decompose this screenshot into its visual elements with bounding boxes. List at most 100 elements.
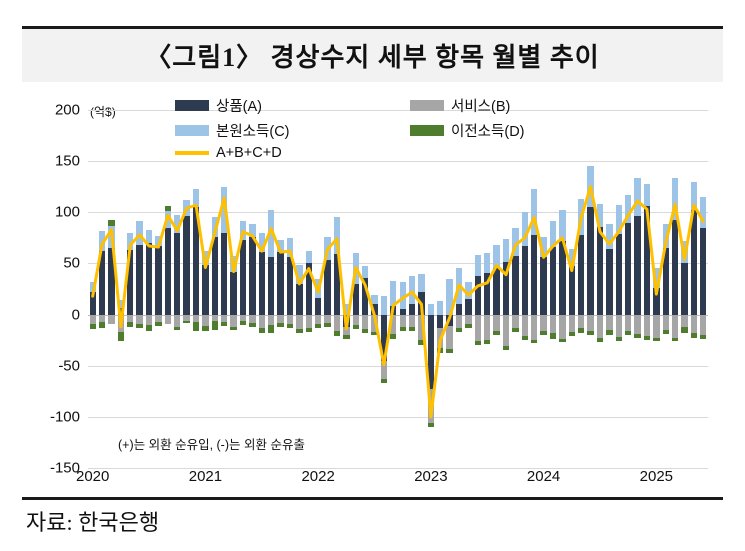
bar-segment-goods (484, 272, 491, 315)
x-axis-tick-label: 2022 (301, 468, 335, 485)
bar-segment-goods (399, 309, 406, 315)
y-axis-tick-label: 200 (54, 101, 80, 119)
bar-segment-services (164, 314, 172, 324)
bar-group (521, 79, 528, 489)
bar-segment-goods (577, 234, 585, 315)
bar-segment-primary-income (596, 204, 604, 227)
x-axis-tick-label: 2024 (526, 468, 561, 485)
bar-segment-primary-income (549, 221, 557, 248)
bar-segment-secondary-income (465, 323, 472, 328)
bar-segment-goods (230, 271, 237, 315)
bar-segment-services (145, 314, 153, 325)
bar-segment-goods (437, 314, 444, 328)
bar-segment-secondary-income (324, 322, 331, 327)
x-axis-labels: 2020 2021 2022 2023 2024 2025 (76, 468, 708, 496)
bar-segment-goods (127, 250, 134, 315)
bar-segment-primary-income (361, 266, 369, 278)
bar-segment-goods (568, 266, 575, 315)
bar-group (671, 79, 679, 489)
bar-segment-secondary-income (380, 379, 388, 384)
bar-segment-services (559, 314, 566, 340)
legend-swatch-primary-income (175, 125, 209, 136)
bar-segment-goods (296, 283, 303, 315)
bar-segment-secondary-income (145, 324, 153, 331)
bar-segment-services (615, 314, 622, 338)
bar-segment-secondary-income (108, 220, 115, 226)
bar-segment-secondary-income (671, 338, 679, 342)
bar-segment-goods (164, 227, 172, 315)
bar-segment-goods (155, 246, 162, 315)
chart-annotation: (+)는 외환 순유입, (-)는 외환 순유출 (118, 438, 305, 452)
bar-segment-secondary-income (155, 321, 162, 326)
bar-segment-services (174, 314, 181, 327)
bar-segment-secondary-income (192, 321, 200, 331)
bar-segment-secondary-income (502, 346, 510, 351)
bar-segment-primary-income (127, 232, 134, 251)
x-axis-tick-label: 2023 (414, 468, 448, 485)
legend-swatch-secondary-income (410, 125, 444, 136)
bar-group (474, 79, 482, 489)
bar-segment-secondary-income (183, 320, 190, 323)
y-axis-tick-label: -150 (49, 459, 80, 477)
bar-segment-primary-income (615, 205, 622, 234)
bar-segment-goods (653, 287, 660, 315)
bar-group (643, 79, 651, 489)
bar-segment-services (418, 314, 425, 341)
bar-segment-goods (324, 260, 331, 315)
legend-item-secondary-income: 이전소득(D) (410, 120, 645, 141)
bar-segment-goods (540, 257, 547, 315)
bar-segment-secondary-income (174, 326, 181, 330)
bar-segment-secondary-income (596, 338, 604, 343)
bar-segment-secondary-income (249, 322, 256, 327)
bar-segment-primary-income (286, 237, 294, 258)
bar-segment-services (512, 314, 519, 328)
bar-segment-services (380, 360, 388, 379)
bar-segment-services (277, 314, 284, 323)
bar-segment-services (662, 314, 669, 330)
bar-segment-secondary-income (258, 327, 265, 333)
bar-segment-services (267, 314, 275, 325)
bar-segment-goods (606, 249, 613, 315)
bar-segment-services (361, 314, 369, 329)
bar-segment-goods (258, 252, 265, 315)
bar-segment-goods (89, 292, 96, 315)
bar-segment-secondary-income (531, 340, 538, 344)
bar-segment-secondary-income (474, 341, 482, 346)
bar-group (493, 79, 500, 489)
bar-segment-services (399, 314, 406, 327)
bar-segment-goods (249, 236, 256, 315)
bar-segment-primary-income (662, 223, 669, 249)
bar-segment-goods (615, 233, 622, 315)
bar-segment-goods (314, 298, 322, 315)
bar-segment-services (568, 314, 575, 332)
bar-segment-primary-income (700, 196, 707, 228)
bar-group (615, 79, 622, 489)
bar-segment-primary-income (559, 210, 566, 241)
bar-segment-secondary-income (343, 335, 350, 340)
bar-segment-services (333, 314, 341, 331)
bar-segment-secondary-income (230, 326, 237, 330)
bar-segment-secondary-income (427, 422, 435, 428)
legend-swatch-total-line (175, 151, 209, 155)
bar-group (653, 79, 660, 489)
bar-segment-secondary-income (202, 325, 209, 331)
bar-segment-goods (174, 232, 181, 315)
bar-segment-secondary-income (624, 330, 632, 335)
bar-segment-services (352, 314, 359, 325)
bar-group (361, 79, 369, 489)
bar-segment-primary-income (174, 215, 181, 233)
bar-segment-primary-income (98, 230, 106, 252)
bar-segment-services (653, 314, 660, 339)
legend-item-primary-income: 본원소득(C) (175, 120, 410, 141)
bar-segment-services (643, 314, 651, 337)
bar-segment-services (324, 314, 331, 323)
bar-segment-services (211, 314, 218, 321)
gridline (88, 161, 708, 163)
bar-segment-secondary-income (653, 338, 660, 342)
bar-segment-secondary-income (587, 330, 594, 335)
bar-segment-services (465, 314, 472, 324)
bar-segment-goods (136, 245, 143, 315)
bar-segment-services (296, 314, 303, 329)
bar-segment-services (690, 314, 698, 333)
